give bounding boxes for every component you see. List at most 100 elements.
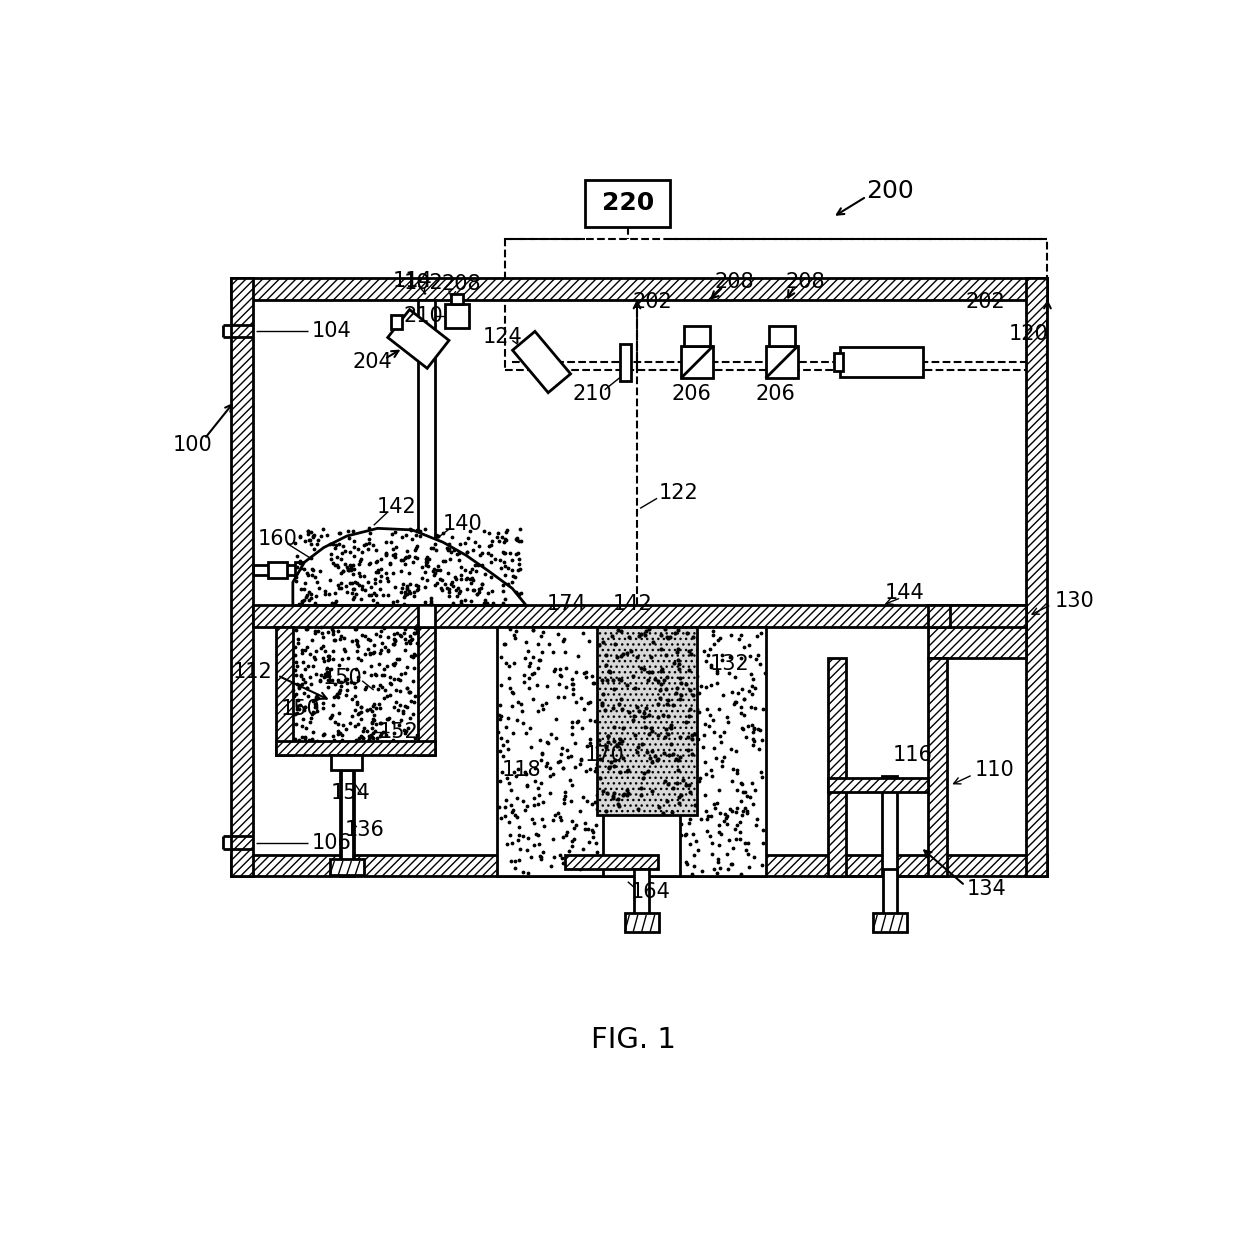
Point (433, 579, 453, 599)
Point (634, 708, 653, 728)
Point (609, 733, 629, 753)
Point (332, 730, 352, 750)
Point (360, 643, 379, 663)
Point (718, 711, 738, 731)
Point (520, 718, 539, 738)
Point (649, 670, 668, 690)
Point (676, 852, 696, 872)
Point (668, 659, 688, 679)
Point (325, 674, 345, 694)
Point (613, 749, 632, 769)
Point (289, 677, 309, 697)
Point (527, 675, 547, 695)
Point (448, 545, 467, 564)
Point (506, 530, 526, 549)
Point (301, 548, 321, 568)
Point (647, 689, 667, 709)
Point (596, 810, 616, 830)
Point (374, 736, 394, 756)
Point (536, 694, 556, 714)
Point (394, 593, 414, 613)
Point (611, 734, 631, 754)
Point (742, 774, 761, 794)
Point (355, 644, 374, 664)
Point (398, 578, 418, 598)
Point (712, 756, 732, 776)
Point (340, 542, 360, 562)
Point (686, 708, 706, 728)
Point (432, 578, 451, 598)
Point (373, 688, 393, 708)
Point (352, 624, 372, 644)
Point (604, 679, 624, 699)
Point (343, 558, 363, 578)
Point (682, 744, 702, 764)
Point (383, 629, 403, 649)
Point (680, 782, 699, 802)
Point (417, 547, 436, 567)
Point (300, 668, 320, 688)
Point (372, 733, 392, 753)
Point (446, 586, 466, 606)
Point (680, 706, 699, 726)
Point (618, 780, 637, 800)
Point (336, 576, 356, 596)
Point (627, 863, 647, 883)
Point (528, 658, 548, 678)
Point (549, 751, 569, 771)
Point (641, 662, 661, 682)
Point (496, 790, 516, 810)
Point (671, 673, 691, 693)
Point (653, 705, 673, 725)
Point (329, 655, 348, 675)
Bar (277, 627, 293, 755)
Point (713, 685, 733, 705)
Point (295, 726, 315, 746)
Point (325, 630, 345, 650)
Point (603, 787, 622, 807)
Text: 210: 210 (403, 305, 443, 326)
Point (329, 533, 348, 553)
Point (317, 525, 337, 545)
Point (631, 658, 651, 678)
Point (655, 706, 675, 726)
Point (337, 558, 357, 578)
Point (613, 699, 632, 719)
Point (502, 551, 522, 571)
Point (635, 850, 655, 870)
Point (691, 810, 711, 830)
Point (678, 740, 698, 760)
Point (719, 830, 739, 850)
Point (377, 655, 397, 675)
Point (629, 763, 649, 782)
Point (723, 759, 743, 779)
Point (397, 657, 417, 677)
Point (587, 834, 606, 854)
Point (701, 658, 720, 678)
Point (498, 558, 518, 578)
Point (563, 836, 583, 856)
Point (300, 711, 320, 731)
Point (622, 836, 642, 856)
Point (285, 729, 305, 749)
Point (367, 728, 387, 748)
Point (667, 719, 687, 739)
Point (613, 800, 632, 820)
Point (525, 835, 544, 855)
Point (335, 639, 355, 659)
Point (645, 746, 665, 766)
Text: 160: 160 (258, 530, 298, 549)
Point (347, 634, 367, 654)
Point (339, 648, 358, 668)
Point (656, 766, 676, 786)
Point (658, 705, 678, 725)
Text: 122: 122 (658, 483, 698, 503)
Point (675, 825, 694, 845)
Point (658, 844, 678, 863)
Point (420, 588, 440, 608)
Point (396, 554, 415, 574)
Point (663, 695, 683, 715)
Point (604, 755, 624, 775)
Point (629, 627, 649, 647)
Point (506, 766, 526, 786)
